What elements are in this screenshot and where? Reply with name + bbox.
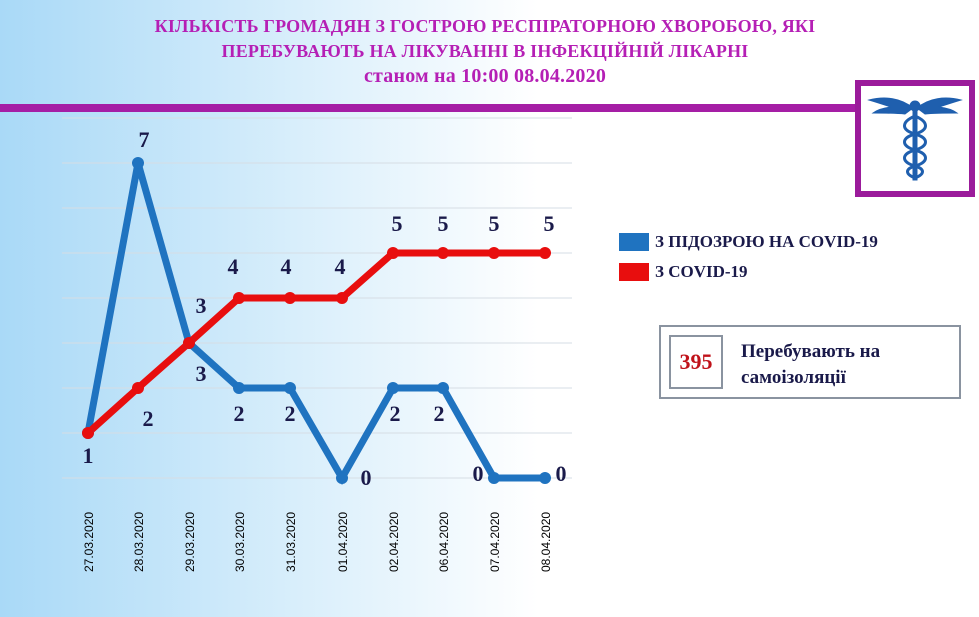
data-point — [233, 382, 245, 394]
data-point — [539, 247, 551, 259]
data-point — [132, 157, 144, 169]
data-point — [284, 292, 296, 304]
data-label: 2 — [285, 401, 296, 426]
data-label: 2 — [390, 401, 401, 426]
x-tick-label: 30.03.2020 — [233, 512, 247, 572]
data-label: 2 — [234, 401, 245, 426]
data-label: 5 — [544, 211, 555, 236]
data-point — [437, 382, 449, 394]
x-tick-label: 07.04.2020 — [488, 512, 502, 572]
x-tick-label: 02.04.2020 — [387, 512, 401, 572]
data-label: 3 — [196, 361, 207, 386]
title-line-3: станом на 10:00 08.04.2020 — [363, 65, 607, 87]
title-line-1: КІЛЬКІСТЬ ГРОМАДЯН З ГОСТРОЮ РЕСПІРАТОРН… — [154, 16, 816, 36]
data-label: 4 — [335, 254, 346, 279]
legend-swatch-suspected — [619, 233, 649, 251]
data-point — [183, 337, 195, 349]
data-label: 2 — [143, 406, 154, 431]
caduceus-icon — [867, 97, 963, 181]
self-isolation-label: Перебувають на самоізоляції — [741, 341, 881, 388]
data-point — [82, 427, 94, 439]
data-point — [233, 292, 245, 304]
x-tick-label: 28.03.2020 — [132, 512, 146, 572]
legend-item-suspected: З ПІДОЗРОЮ НА COVID-19 — [619, 232, 878, 252]
data-label: 2 — [434, 401, 445, 426]
data-point — [132, 382, 144, 394]
data-point — [387, 382, 399, 394]
series-line-covid — [85, 249, 545, 436]
x-tick-label: 06.04.2020 — [437, 512, 451, 572]
series-line-suspected — [84, 162, 545, 486]
data-label: 5 — [438, 211, 449, 236]
data-label: 5 — [489, 211, 500, 236]
title-line-2: ПЕРЕБУВАЮТЬ НА ЛІКУВАННІ В ІНФЕКЦІЙНІЙ Л… — [221, 41, 749, 61]
data-point — [539, 472, 551, 484]
data-label: 4 — [228, 254, 239, 279]
legend-label-covid: З COVID-19 — [655, 262, 748, 281]
legend-swatch-covid — [619, 263, 649, 281]
chart-title: КІЛЬКІСТЬ ГРОМАДЯН З ГОСТРОЮ РЕСПІРАТОРН… — [40, 14, 930, 89]
data-point — [387, 247, 399, 259]
data-label: 0 — [361, 465, 372, 490]
self-isolation-box: 395 Перебувають на самоізоляції — [659, 325, 961, 399]
data-label: 0 — [556, 461, 567, 486]
data-point — [488, 472, 500, 484]
data-point — [284, 382, 296, 394]
x-tick-label: 08.04.2020 — [539, 512, 553, 572]
x-tick-label: 29.03.2020 — [183, 512, 197, 572]
x-tick-label: 31.03.2020 — [284, 512, 298, 572]
legend-item-covid: З COVID-19 — [619, 262, 748, 282]
x-tick-label: 27.03.2020 — [82, 512, 96, 572]
data-label: 1 — [83, 443, 94, 468]
accent-bar — [0, 104, 870, 112]
logo — [855, 80, 975, 197]
data-label: 5 — [392, 211, 403, 236]
self-isolation-count: 395 — [669, 335, 723, 389]
data-point — [336, 472, 348, 484]
data-label: 3 — [196, 293, 207, 318]
data-label: 7 — [139, 127, 150, 152]
data-point — [437, 247, 449, 259]
data-label: 0 — [473, 461, 484, 486]
data-point — [488, 247, 500, 259]
data-label: 4 — [281, 254, 292, 279]
x-tick-label: 01.04.2020 — [336, 512, 350, 572]
legend-label-suspected: З ПІДОЗРОЮ НА COVID-19 — [655, 232, 878, 251]
data-point — [336, 292, 348, 304]
